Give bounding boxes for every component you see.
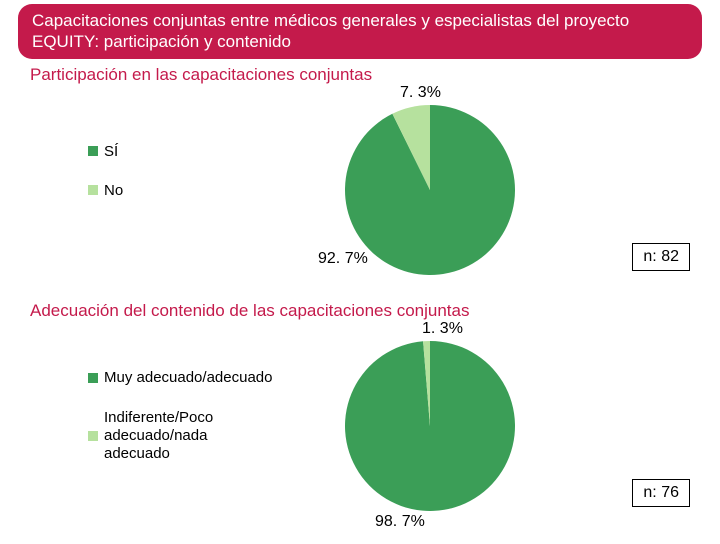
legend-swatch <box>88 185 98 195</box>
chart2-title: Adecuación del contenido de las capacita… <box>30 301 720 321</box>
legend-swatch <box>88 431 98 441</box>
chart2-label-minor: 1. 3% <box>422 320 463 338</box>
header-title: Capacitaciones conjuntas entre médicos g… <box>32 10 688 53</box>
legend-item: SÍ <box>88 143 123 160</box>
legend-label: No <box>104 182 123 199</box>
header-bar: Capacitaciones conjuntas entre médicos g… <box>18 4 702 59</box>
chart1-area: SÍ No 92. 7% 7. 3% n: 82 <box>0 85 720 295</box>
legend-swatch <box>88 373 98 383</box>
chart1-n-box: n: 82 <box>632 243 690 271</box>
chart2-legend: Muy adecuado/adecuado Indiferente/Poco a… <box>88 369 274 485</box>
chart1-label-minor: 7. 3% <box>400 84 441 102</box>
legend-item: Indiferente/Poco adecuado/nada adecuado <box>88 409 274 463</box>
chart2-pie <box>345 341 515 516</box>
legend-label: SÍ <box>104 143 118 160</box>
chart1-pie <box>345 105 515 280</box>
chart1-label-main: 92. 7% <box>318 250 368 268</box>
legend-item: Muy adecuado/adecuado <box>88 369 274 387</box>
chart1-title: Participación en las capacitaciones conj… <box>30 65 720 85</box>
legend-item: No <box>88 182 123 199</box>
chart2-label-main: 98. 7% <box>375 513 425 531</box>
chart2-n-box: n: 76 <box>632 479 690 507</box>
chart1-legend: SÍ No <box>88 143 123 221</box>
legend-label: Indiferente/Poco adecuado/nada adecuado <box>104 409 274 463</box>
legend-label: Muy adecuado/adecuado <box>104 369 272 387</box>
chart2-area: Muy adecuado/adecuado Indiferente/Poco a… <box>0 321 720 531</box>
legend-swatch <box>88 146 98 156</box>
